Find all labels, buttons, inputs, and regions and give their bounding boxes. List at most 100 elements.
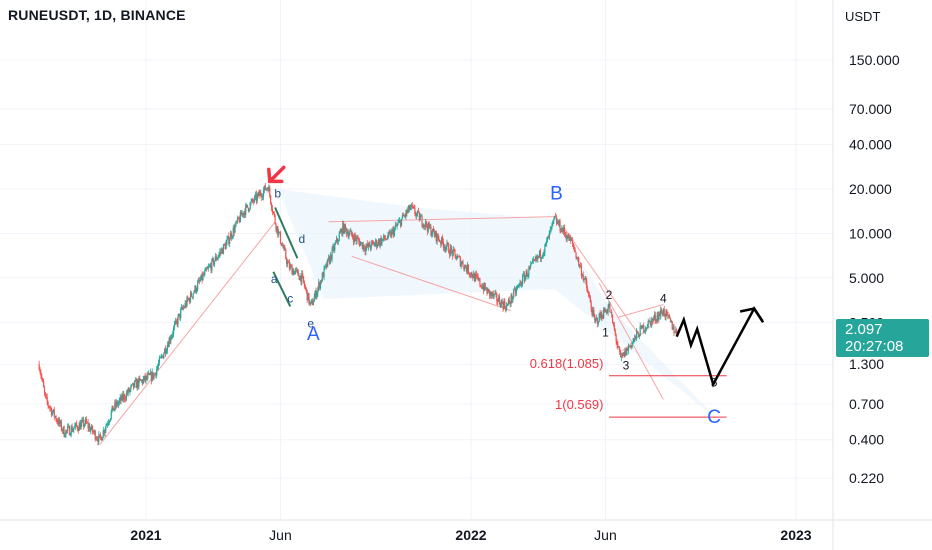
candle-body <box>537 255 539 259</box>
candle-body <box>99 435 102 437</box>
candle-body <box>388 232 390 234</box>
candle-body <box>406 210 408 213</box>
candle-body <box>311 300 314 305</box>
candle-body <box>308 293 310 304</box>
candle-body <box>498 297 501 304</box>
candle-body <box>236 221 238 223</box>
candle-body <box>513 289 515 298</box>
candle-body <box>241 213 243 216</box>
candle-body <box>296 269 298 271</box>
candle-body <box>259 192 261 196</box>
candle-body <box>386 238 388 240</box>
symbol-title[interactable]: RUNEUSDT, 1D, BINANCE <box>8 7 186 23</box>
candle-body <box>630 345 632 348</box>
candle-body <box>199 279 201 281</box>
candle-body <box>648 320 650 322</box>
candle-body <box>351 230 353 236</box>
candle-body <box>502 302 504 309</box>
candle-body <box>181 306 183 310</box>
candle-body <box>216 258 218 260</box>
candle-body <box>49 407 51 409</box>
candle-body <box>258 192 260 196</box>
candle-body <box>418 212 420 221</box>
candle-body <box>541 256 543 258</box>
candle-body <box>441 237 444 243</box>
candle-body <box>339 231 341 234</box>
candle-body <box>676 329 678 334</box>
candle-body <box>302 273 304 277</box>
candle-body <box>636 331 638 338</box>
candle-body <box>290 265 292 267</box>
candle-body <box>327 258 329 267</box>
candle-body <box>68 426 71 436</box>
candle-body <box>535 256 537 260</box>
candle-body <box>587 292 590 295</box>
candle-body <box>74 426 76 429</box>
candle-body <box>86 422 88 424</box>
candle-body <box>384 238 387 240</box>
candle-body <box>511 295 513 301</box>
candle-body <box>227 236 229 239</box>
candle-body <box>280 243 282 246</box>
wave-label: A <box>307 324 320 345</box>
candle-body <box>642 325 644 329</box>
candle-body <box>510 295 512 304</box>
candle-body <box>629 345 631 347</box>
candle-body <box>187 297 189 300</box>
candle-body <box>385 239 388 240</box>
candle-body <box>492 292 494 297</box>
red-arrow-icon <box>267 165 286 184</box>
candle-body <box>133 381 136 388</box>
candle-body <box>497 301 499 302</box>
candle-body <box>153 374 155 379</box>
candle-body <box>579 265 581 266</box>
wave-label: 4 <box>660 292 667 306</box>
candle-body <box>192 293 194 298</box>
candle-body <box>266 188 268 190</box>
candle-body <box>151 372 153 381</box>
candle-body <box>327 257 330 259</box>
candle-body <box>149 372 152 375</box>
candle-body <box>255 194 258 201</box>
candle-body <box>98 434 100 443</box>
candle-body <box>80 422 82 430</box>
candle-body <box>75 423 78 427</box>
candle-body <box>324 266 326 268</box>
candle-body <box>452 248 454 256</box>
candle-body <box>334 244 336 251</box>
y-tick-label: 0.220 <box>849 470 884 486</box>
candle-body <box>605 310 607 313</box>
candle-body <box>354 234 356 239</box>
candle-body <box>655 320 657 322</box>
candle-body <box>666 310 668 313</box>
candle-body <box>229 233 232 240</box>
candle-body <box>41 376 43 379</box>
candle-body <box>312 301 314 305</box>
candle-body <box>533 259 535 261</box>
candle-body <box>64 436 66 438</box>
candle-body <box>69 434 71 436</box>
candle-body <box>436 233 438 242</box>
candle-body <box>231 236 233 238</box>
candle-body <box>581 274 583 276</box>
candle-body <box>609 304 611 313</box>
candle-body <box>45 396 47 398</box>
candle-body <box>402 214 404 217</box>
candle-body <box>498 297 500 302</box>
candle-body <box>256 194 258 201</box>
candle-body <box>611 314 614 323</box>
candle-body <box>180 309 182 318</box>
candle-body <box>394 225 396 229</box>
price-axis[interactable]: USDT 150.000 70.000 40.000 20.000 10.000 5.000… <box>832 0 900 550</box>
candle-body <box>649 320 651 322</box>
candle-body <box>274 215 276 224</box>
candle-body <box>544 244 546 253</box>
time-axis[interactable]: 2021 Jun 2022 Jun 2023 <box>0 519 932 543</box>
candle-body <box>148 373 150 375</box>
candle-body <box>91 425 93 430</box>
candle-body <box>342 222 344 235</box>
candle-body <box>663 308 665 316</box>
candle-body <box>297 270 299 277</box>
candle-body <box>601 312 603 318</box>
